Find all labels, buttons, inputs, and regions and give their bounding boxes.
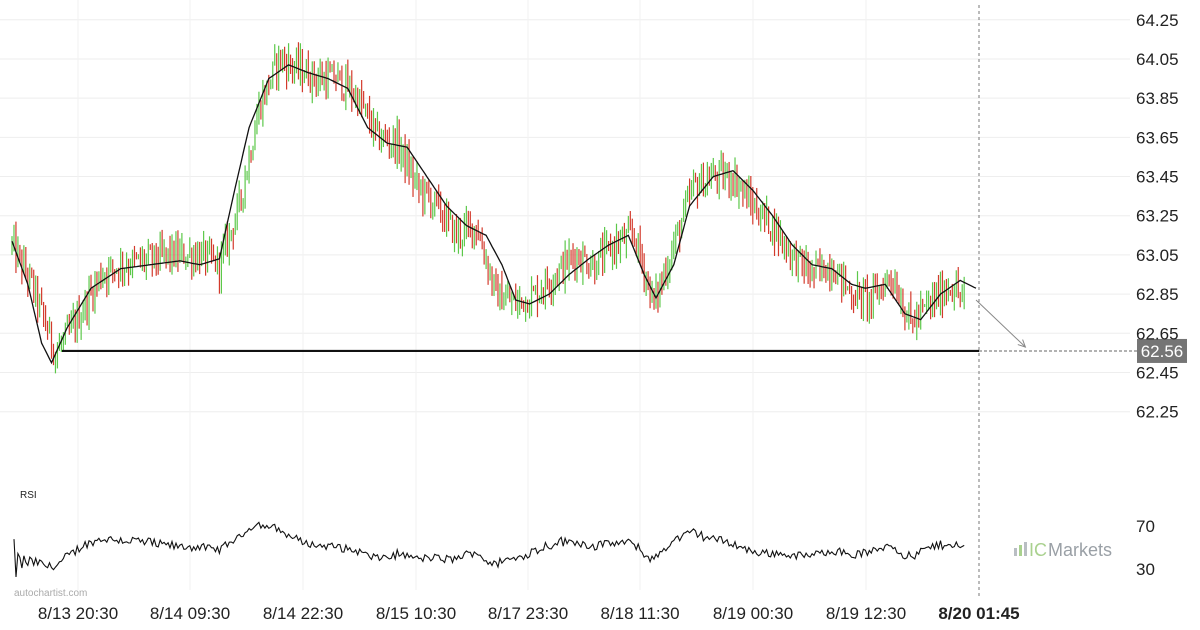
time-tick-label: 8/14 22:30 xyxy=(263,604,343,623)
time-tick-label: 8/14 09:30 xyxy=(150,604,230,623)
time-tick-label: 8/19 12:30 xyxy=(826,604,906,623)
price-tick-label: 63.85 xyxy=(1136,89,1179,108)
price-tick-label: 63.05 xyxy=(1136,246,1179,265)
logo-bar-3 xyxy=(1024,542,1027,556)
forecast-arrow-head xyxy=(1017,339,1027,348)
price-tick-label: 62.65 xyxy=(1136,324,1179,343)
price-tick-label: 63.45 xyxy=(1136,168,1179,187)
rsi-label: RSI xyxy=(20,490,37,501)
time-axis: 8/13 20:30 8/14 09:30 8/14 22:30 8/15 10:30… xyxy=(38,604,1020,623)
price-tick-label: 62.45 xyxy=(1136,364,1179,383)
moving-average-line xyxy=(11,64,977,365)
time-tick-label: 8/18 11:30 xyxy=(600,604,679,623)
price-tick-label: 63.65 xyxy=(1136,128,1179,147)
candles xyxy=(11,42,965,374)
rsi-tick-label: 70 xyxy=(1136,517,1155,536)
rsi-panel: 70 30 xyxy=(13,517,1155,579)
indicator-lines: 62.56 xyxy=(11,64,1187,365)
price-tick-label: 62.25 xyxy=(1136,403,1179,422)
support-price-label: 62.56 xyxy=(1141,342,1184,361)
grid-lines xyxy=(0,0,1130,598)
brand-logo: IC Markets xyxy=(1014,540,1112,560)
time-tick-label: 8/19 00:30 xyxy=(713,604,793,623)
rsi-tick-label: 30 xyxy=(1136,560,1155,579)
price-tick-label: 63.25 xyxy=(1136,207,1179,226)
price-tick-label: 62.85 xyxy=(1136,285,1179,304)
current-time-label: 8/20 01:45 xyxy=(938,604,1019,623)
rsi-line xyxy=(13,521,965,578)
logo-suffix: Markets xyxy=(1048,540,1112,560)
watermark-text: autochartist.com xyxy=(14,588,87,599)
support-price-badge xyxy=(1137,338,1187,363)
price-tick-label: 64.05 xyxy=(1136,50,1179,69)
logo-bar-1 xyxy=(1014,548,1017,556)
time-tick-label: 8/13 20:30 xyxy=(38,604,118,623)
price-tick-label: 64.25 xyxy=(1136,11,1179,30)
price-axis: 64.25 64.05 63.85 63.65 63.45 63.25 63.05 62.85… xyxy=(1136,11,1179,422)
forecast-arrow xyxy=(975,299,1026,348)
logo-prefix: IC xyxy=(1029,540,1047,560)
logo-bar-2 xyxy=(1019,545,1022,556)
time-tick-label: 8/17 23:30 xyxy=(488,604,568,623)
time-tick-label: 8/15 10:30 xyxy=(376,604,456,623)
